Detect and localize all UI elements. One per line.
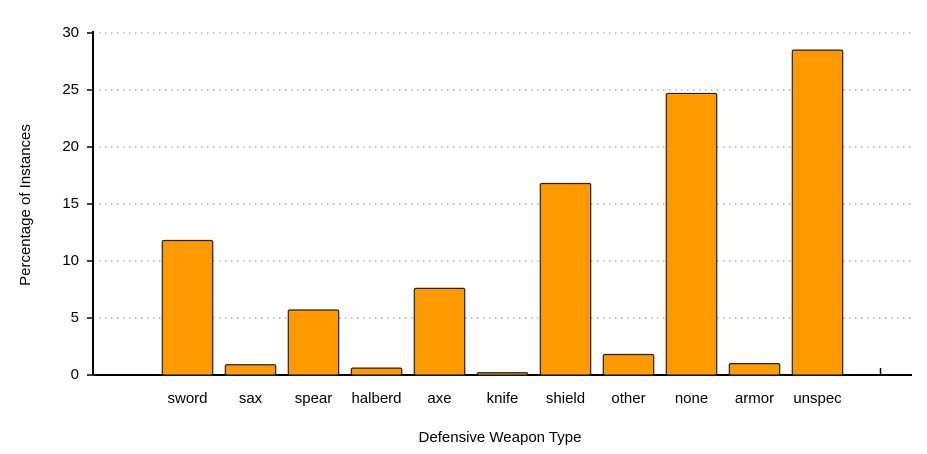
bar (161, 239, 214, 376)
x-tick-label: armor (735, 390, 774, 407)
bar (224, 364, 277, 376)
x-tick-label: axe (427, 390, 451, 407)
bar (350, 367, 403, 376)
x-tick-label: shield (546, 390, 585, 407)
y-tick-label: 30 (62, 24, 79, 41)
x-tick-label: other (611, 390, 645, 407)
y-axis-label: Percentage of Instances (17, 124, 34, 286)
bar (539, 182, 592, 376)
y-tick-label: 0 (71, 366, 79, 383)
y-tick-label: 15 (62, 195, 79, 212)
y-tick-label: 25 (62, 81, 79, 98)
y-tick-label: 10 (62, 252, 79, 269)
x-tick-label: sword (167, 390, 207, 407)
x-tick-label: none (675, 390, 708, 407)
y-tick-label: 20 (62, 138, 79, 155)
x-tick-label: knife (487, 390, 519, 407)
bar (728, 363, 781, 376)
x-tick-label: unspec (793, 390, 842, 407)
bar (476, 372, 529, 376)
bar (665, 92, 718, 376)
bar (287, 309, 340, 376)
bar (413, 287, 466, 376)
x-tick-label: sax (239, 390, 263, 407)
x-axis-label: Defensive Weapon Type (419, 429, 582, 446)
x-tick-label: spear (295, 390, 333, 407)
y-tick-label: 5 (71, 309, 79, 326)
bar (791, 49, 844, 376)
x-tick-label: halberd (351, 390, 401, 407)
bar (602, 353, 655, 376)
